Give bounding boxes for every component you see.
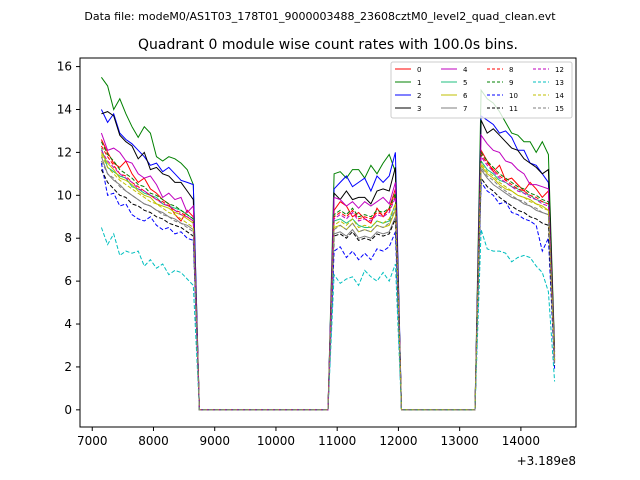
series-line-9 [100, 141, 556, 411]
series-lines [100, 77, 556, 411]
legend-label-15: 15 [555, 105, 564, 113]
legend-label-12: 12 [555, 66, 564, 74]
y-tick-label: 12 [57, 145, 72, 159]
y-tick-label: 10 [57, 188, 72, 202]
y-tick-label: 14 [57, 102, 72, 116]
legend-label-3: 3 [417, 105, 421, 113]
legend-box [390, 61, 573, 119]
x-tick-label: 12000 [379, 434, 417, 448]
series-line-10 [100, 163, 556, 411]
x-tick-label: 7000 [77, 434, 108, 448]
series-line-13 [100, 227, 556, 411]
y-tick-label: 16 [57, 60, 72, 74]
series-line-1 [100, 77, 556, 411]
x-tick-label: 14000 [502, 434, 540, 448]
legend-label-2: 2 [417, 92, 421, 100]
y-tick-label: 6 [64, 274, 72, 288]
legend-label-0: 0 [417, 66, 421, 74]
series-line-7 [100, 156, 556, 411]
legend-label-1: 1 [417, 79, 421, 87]
x-tick-label: 11000 [318, 434, 356, 448]
y-tick-label: 2 [64, 360, 72, 374]
series-line-11 [100, 169, 556, 411]
series-line-3 [101, 111, 556, 411]
legend-label-11: 11 [509, 105, 518, 113]
x-offset-label: +3.189e8 [517, 454, 576, 468]
series-line-15 [100, 160, 556, 411]
series-line-12 [100, 150, 556, 411]
legend-label-13: 13 [555, 79, 564, 87]
chart-title: Quadrant 0 module wise count rates with … [138, 37, 518, 53]
legend-label-14: 14 [555, 92, 564, 100]
legend-label-4: 4 [463, 66, 468, 74]
y-tick-label: 0 [64, 403, 72, 417]
legend-label-7: 7 [463, 105, 467, 113]
legend-label-8: 8 [509, 66, 513, 74]
series-line-14 [100, 154, 556, 411]
y-tick-label: 8 [64, 231, 72, 245]
legend-label-9: 9 [509, 79, 513, 87]
legend-label-10: 10 [509, 92, 518, 100]
legend-label-5: 5 [463, 79, 467, 87]
y-tick-label: 4 [64, 317, 72, 331]
plot-content [100, 77, 556, 411]
axes-ticks: 7000 8000 9000 10000 11000 12000 13000 14000 0 2 4… [57, 60, 540, 448]
series-line-5 [100, 147, 556, 411]
plot-frame [79, 57, 577, 428]
legend-label-6: 6 [463, 92, 468, 100]
x-tick-label: 13000 [441, 434, 479, 448]
series-line-2 [100, 109, 556, 411]
x-tick-label: 8000 [138, 434, 169, 448]
x-tick-label: 9000 [199, 434, 230, 448]
x-tick-label: 10000 [257, 434, 295, 448]
file-label: Data file: modeM0/AS1T03_178T01_90000034… [84, 10, 556, 23]
